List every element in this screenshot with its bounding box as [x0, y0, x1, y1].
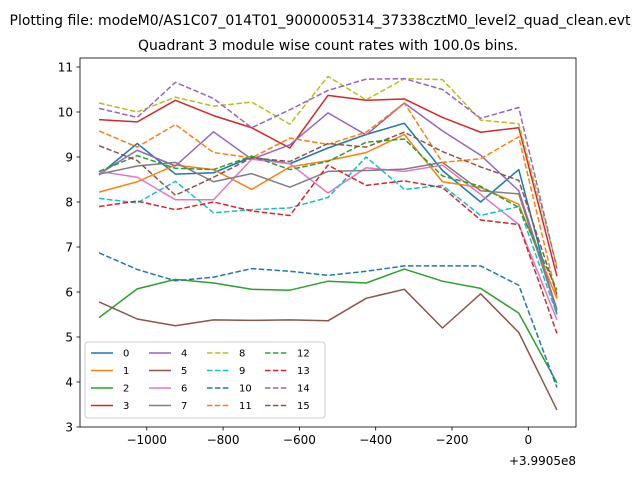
y-tick-label: 9	[65, 151, 73, 165]
series-line-9	[98, 156, 558, 315]
x-tick-label: 0	[524, 433, 532, 447]
series-line-2	[98, 268, 558, 384]
x-tick-label: −600	[283, 433, 316, 447]
legend-label-5: 5	[181, 366, 187, 377]
series-line-1	[98, 133, 558, 300]
y-tick-label: 3	[65, 421, 73, 435]
legend-box	[84, 341, 326, 419]
series-line-6	[98, 158, 558, 321]
series-line-14	[98, 77, 558, 269]
legend-label-10: 10	[239, 384, 252, 395]
y-tick-label: 11	[58, 61, 73, 75]
y-tick-label: 6	[65, 286, 73, 300]
axes-frame	[79, 57, 577, 428]
series-line-7	[98, 161, 558, 312]
x-tick-label: −400	[359, 433, 392, 447]
legend-label-8: 8	[239, 349, 245, 360]
plot-area	[98, 75, 558, 411]
series-line-5	[98, 288, 558, 411]
x-tick-label: −1000	[126, 433, 167, 447]
legend-label-6: 6	[181, 384, 187, 395]
series-line-8	[98, 75, 558, 267]
legend-label-11: 11	[239, 401, 252, 412]
legend-label-2: 2	[123, 384, 129, 395]
legend-label-3: 3	[123, 401, 129, 412]
legend-label-0: 0	[123, 349, 129, 360]
legend-label-15: 15	[297, 401, 310, 412]
legend-label-14: 14	[297, 384, 310, 395]
y-tick-label: 7	[65, 241, 73, 255]
series-line-15	[98, 131, 558, 295]
series-line-3	[99, 94, 558, 277]
series-line-11	[98, 102, 558, 298]
y-tick-label: 5	[65, 331, 73, 345]
series-line-0	[98, 122, 558, 315]
legend-label-7: 7	[181, 401, 187, 412]
legend-label-13: 13	[297, 366, 310, 377]
chart-suptitle: Plotting file: modeM0/AS1C07_014T01_9000…	[10, 13, 631, 29]
legend-label-1: 1	[123, 366, 129, 377]
y-tick-label: 10	[58, 106, 73, 120]
chart-title: Quadrant 3 module wise count rates with …	[138, 38, 518, 54]
legend-label-4: 4	[181, 349, 187, 360]
y-tick-label: 8	[65, 196, 73, 210]
y-tick-label: 4	[65, 376, 73, 390]
x-offset-label: +3.9905e8	[509, 454, 576, 468]
x-tick-label: −800	[207, 433, 240, 447]
axes: −1000 −800 −600 −400 −200 034567891011+3.9905…	[58, 57, 577, 468]
series-line-4	[98, 102, 558, 310]
series-line-13	[98, 164, 558, 334]
series-line-12	[98, 138, 558, 291]
legend-label-12: 12	[297, 349, 310, 360]
x-tick-label: −200	[436, 433, 469, 447]
series-line-10	[98, 252, 558, 388]
legend-label-9: 9	[239, 366, 245, 377]
